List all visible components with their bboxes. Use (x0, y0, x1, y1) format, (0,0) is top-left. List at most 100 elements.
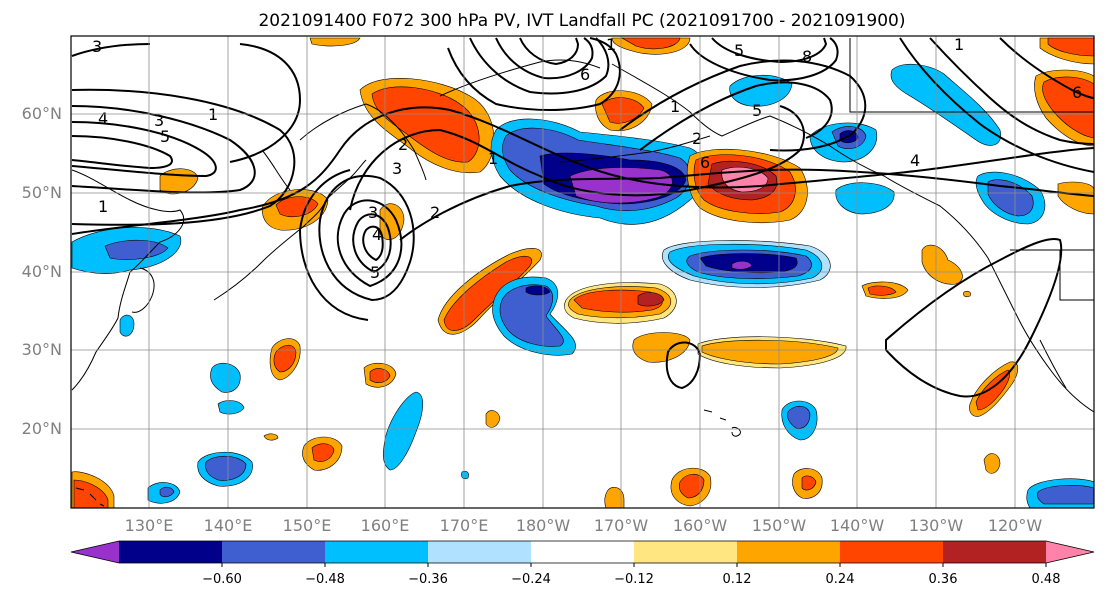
figure-title: 2021091400 F072 300 hPa PV, IVT Landfall… (258, 11, 905, 31)
contour-label: 5 (160, 127, 170, 146)
contour-line (711, 37, 828, 64)
colorbar-extend-max (1046, 541, 1094, 563)
contour-label: 1 (98, 197, 108, 216)
contour-label: 6 (580, 65, 590, 84)
colorbar-tick-label: −0.24 (511, 572, 551, 587)
pv-positive-region (461, 470, 469, 480)
contour-line (469, 37, 610, 95)
pv-positive-region (1057, 181, 1094, 215)
lon-label: 170°E (440, 516, 489, 535)
colorbar-tick-label: −0.36 (408, 572, 448, 587)
contour-line (71, 135, 173, 170)
pv-anomaly-shading (71, 37, 1094, 508)
lon-label: 130°W (909, 516, 964, 535)
colorbar-segment (634, 541, 738, 563)
contour-line (689, 37, 839, 82)
contour-line (899, 37, 1094, 173)
lon-label: 120°W (988, 516, 1043, 535)
lon-label: 160°E (361, 516, 410, 535)
colorbar-tick-label: 0.48 (1032, 572, 1061, 587)
ivt-pc-contours (71, 37, 1094, 398)
contour-label: 2 (692, 129, 702, 148)
pv-negative-region (382, 391, 424, 471)
contour-line (71, 88, 296, 226)
colorbar-segment (325, 541, 429, 563)
contour-label: 6 (700, 153, 710, 172)
contour-label: 5 (752, 101, 762, 120)
contour-line (639, 81, 833, 151)
contour-line (229, 43, 302, 163)
lon-label: 180°W (516, 516, 571, 535)
lon-label: 140°E (204, 516, 253, 535)
lon-label: 160°W (673, 516, 728, 535)
colorbar-extend-min (71, 541, 119, 563)
colorbar-segment (428, 541, 532, 563)
pv-positive-region (311, 443, 335, 462)
contour-label: 5 (370, 263, 380, 282)
pv-negative-region (499, 284, 564, 347)
pv-negative-region (119, 314, 135, 337)
contour-line (885, 238, 1063, 398)
colorbar-tick-label: −0.60 (202, 572, 242, 587)
colorbar-segments (70, 540, 1095, 564)
pv-positive-region (983, 453, 1001, 474)
contour-line (665, 341, 702, 390)
north-america-coastline (883, 175, 1094, 413)
pv-positive-region (73, 479, 109, 508)
pv-negative-region (210, 362, 241, 393)
contour-line (318, 175, 415, 302)
pv-positive-region (275, 196, 319, 217)
contour-line (71, 106, 1094, 235)
baja-coastline (1039, 339, 1067, 389)
pv-positive-region (632, 332, 691, 363)
contour-line (619, 59, 867, 152)
lat-label: 30°N (22, 340, 62, 359)
contour-label: 3 (154, 111, 164, 130)
pv-positive-region (309, 37, 361, 47)
pv-negative-region (159, 486, 175, 498)
contour-label: 2 (398, 135, 408, 154)
colorbar-segment (531, 541, 635, 563)
colorbar-tick-label: 0.12 (723, 572, 752, 587)
pv-positive-region (801, 475, 817, 491)
pv-negative-region (217, 400, 245, 415)
contour-label: 1 (954, 35, 964, 54)
contour-line (362, 225, 384, 262)
pv-negative-region (835, 182, 895, 215)
pv-negative-region (731, 260, 753, 270)
pv-positive-region (867, 285, 897, 296)
contour-line (399, 168, 1094, 241)
lat-label: 40°N (22, 262, 62, 281)
contour-line (352, 213, 392, 274)
lat-label: 60°N (22, 104, 62, 123)
pv-positive-region (604, 487, 625, 508)
pv-positive-region (601, 97, 645, 124)
contour-line (999, 37, 1094, 99)
pv-negative-region (205, 455, 247, 481)
gridlines (71, 36, 1094, 508)
contour-line (519, 37, 580, 66)
pv-positive-region (637, 292, 665, 307)
lat-label: 50°N (22, 183, 62, 202)
contour-label: 6 (1072, 83, 1082, 102)
pv-positive-region (701, 339, 839, 365)
contour-line (495, 37, 594, 80)
contour-label: 1 (488, 149, 498, 168)
colorbar-tick-label: −0.48 (305, 572, 345, 587)
contour-label: 1 (208, 105, 218, 124)
contour-line (336, 199, 403, 288)
pv-negative-region (787, 405, 811, 429)
contour-label: 1 (606, 35, 616, 54)
colorbar: −0.60 −0.48 −0.36 −0.24 −0.12 0.12 0.24 0.36 0.4… (70, 540, 1095, 587)
colorbar-tick-label: 0.36 (929, 572, 958, 587)
contour-label: 8 (802, 47, 812, 66)
colorbar-segment (737, 541, 841, 563)
lon-label: 150°E (283, 516, 332, 535)
pv-negative-region (104, 239, 169, 260)
pv-negative-region (525, 285, 551, 296)
pv-positive-region (620, 37, 681, 50)
canada-border (849, 38, 1094, 113)
contour-label: 5 (734, 41, 744, 60)
map-panel: 3 4 5 1 1 3 2 3 4 5 3 2 1 2 6 5 8 6 1 5 … (71, 35, 1094, 508)
